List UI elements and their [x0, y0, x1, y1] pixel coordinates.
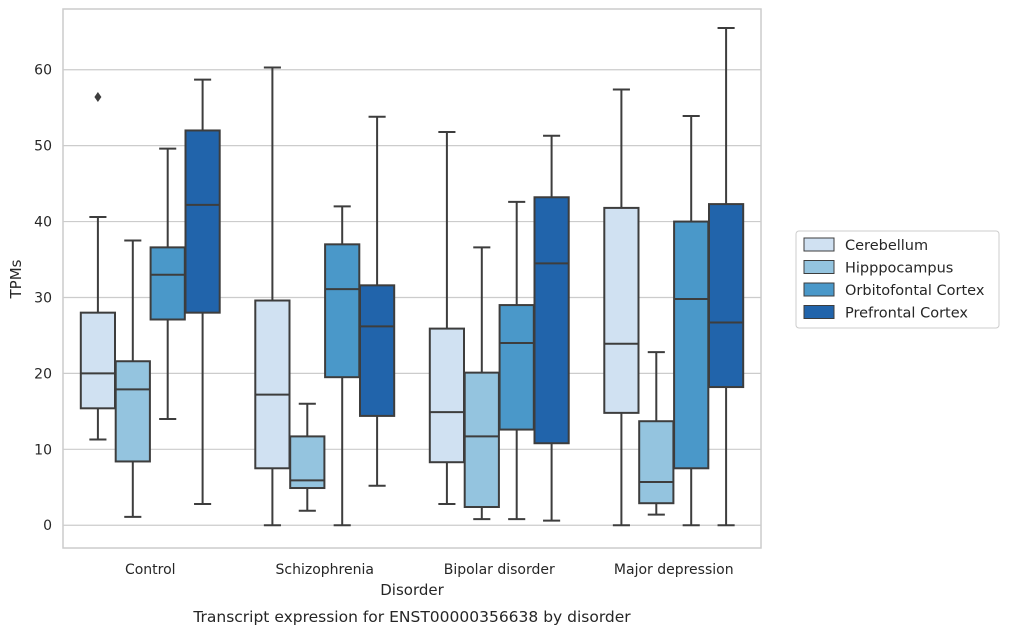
legend-label-2: Orbitofontal Cortex: [845, 283, 985, 299]
plot-frame: [62, 8, 762, 549]
x-tick-label-3: Major depression: [614, 562, 734, 578]
box-iqr: [707, 203, 745, 389]
box-3-0: [603, 88, 640, 527]
y-tick-label-20: 20: [34, 366, 52, 382]
box-0-3: [184, 78, 221, 505]
legend-swatch-1: [803, 260, 835, 274]
box-iqr: [358, 284, 396, 417]
box-2-3: [533, 134, 570, 522]
box-iqr: [673, 220, 710, 470]
box-iqr: [463, 371, 500, 509]
x-axis-label: Disorder: [380, 581, 444, 599]
legend-swatch-0: [803, 237, 835, 252]
flier-point-0: [94, 92, 102, 103]
box-2-0: [428, 130, 466, 505]
legend-label-0: Cerebellum: [845, 238, 928, 254]
box-iqr: [533, 196, 570, 445]
y-tick-label-60: 60: [34, 63, 52, 79]
box-iqr: [498, 304, 535, 431]
box-groups: [79, 26, 745, 527]
y-tick-label-50: 50: [34, 139, 52, 155]
chart-caption: Transcript expression for ENST0000035663…: [192, 608, 631, 626]
legend-label-1: Hipppocampus: [845, 261, 953, 277]
legend-swatch-3: [803, 305, 835, 319]
box-0-1: [114, 239, 151, 518]
y-tick-label-30: 30: [34, 290, 52, 306]
box-iqr: [638, 420, 675, 505]
box-iqr: [79, 311, 117, 410]
box-3-3: [707, 26, 745, 527]
legend: Cerebellum Hipppocampus Orbitofontal Corte…: [795, 230, 1000, 329]
box-iqr: [428, 327, 466, 464]
x-tick-label-2: Bipolar disorder: [444, 562, 555, 578]
y-tick-label-0: 0: [43, 518, 52, 534]
box-iqr: [254, 299, 291, 470]
box-1-3: [358, 115, 396, 487]
x-tick-labels: Control Schizophrenia Bipolar disorder Majo…: [125, 562, 734, 578]
box-iqr: [289, 435, 326, 490]
box-3-2: [673, 115, 710, 527]
legend-frame: [795, 230, 1000, 329]
y-tick-labels: 0 10 20 30 40 50 60: [34, 63, 52, 534]
box-2-1: [463, 246, 500, 521]
legend-swatch-2: [803, 282, 835, 297]
box-iqr: [149, 246, 186, 321]
x-tick-label-1: Schizophrenia: [276, 562, 374, 578]
box-iqr: [324, 243, 361, 379]
box-iqr: [114, 360, 151, 463]
box-iqr: [184, 129, 221, 314]
legend-label-3: Prefrontal Cortex: [845, 306, 968, 322]
y-tick-label-10: 10: [34, 442, 52, 458]
y-axis-label: TPMs: [7, 259, 25, 299]
y-tick-label-40: 40: [34, 215, 52, 231]
box-1-1: [289, 402, 326, 512]
box-1-2: [324, 205, 361, 527]
box-1-0: [254, 66, 291, 527]
box-iqr: [603, 206, 640, 414]
x-tick-label-0: Control: [125, 562, 176, 578]
